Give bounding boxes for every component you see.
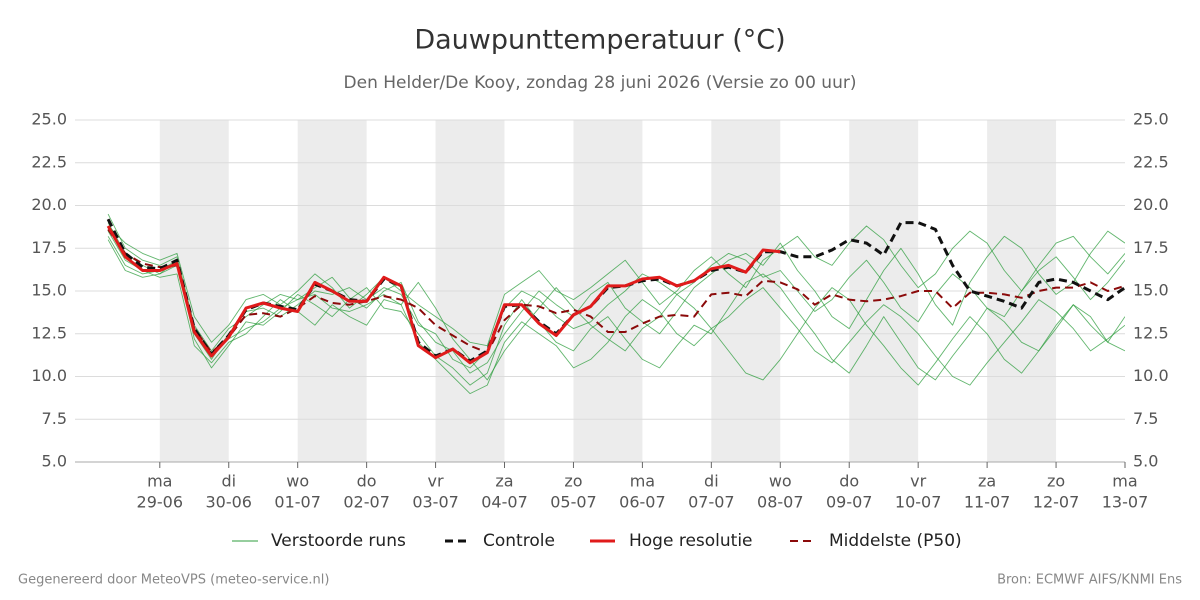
y-tick-label: 20.0 bbox=[31, 195, 67, 214]
x-tick-date: 03-07 bbox=[412, 493, 459, 512]
y2-tick-label: 25.0 bbox=[1133, 110, 1169, 129]
y2-tick-label: 20.0 bbox=[1133, 195, 1169, 214]
ensemble-line bbox=[107, 239, 1125, 395]
y2-tick-label: 22.5 bbox=[1133, 152, 1169, 171]
x-tick-weekday: za bbox=[495, 472, 513, 491]
x-tick-weekday: wo bbox=[769, 472, 792, 491]
x-tick-date: 12-07 bbox=[1033, 493, 1080, 512]
y-tick-label: 17.5 bbox=[31, 238, 67, 257]
x-tick-weekday: zo bbox=[1047, 472, 1065, 491]
series-line bbox=[106, 225, 781, 365]
y2-tick-label: 10.0 bbox=[1133, 366, 1169, 385]
footer-left: Gegenereerd door MeteoVPS (meteo-service… bbox=[18, 573, 329, 588]
x-tick-date: 01-07 bbox=[274, 493, 321, 512]
x-tick-date: 30-06 bbox=[205, 493, 252, 512]
y2-tick-label: 5.0 bbox=[1133, 452, 1158, 471]
x-tick-date: 08-07 bbox=[757, 493, 804, 512]
x-tick-date: 13-07 bbox=[1102, 493, 1149, 512]
x-tick-weekday: ma bbox=[630, 472, 655, 491]
x-tick-weekday: vr bbox=[910, 472, 926, 491]
x-tick-weekday: ma bbox=[1112, 472, 1137, 491]
series-line bbox=[107, 228, 1125, 354]
x-tick-weekday: za bbox=[978, 472, 996, 491]
y-tick-label: 22.5 bbox=[31, 152, 67, 171]
x-tick-date: 10-07 bbox=[895, 493, 942, 512]
x-tick-date: 11-07 bbox=[964, 493, 1011, 512]
ensemble-line bbox=[107, 236, 1125, 386]
y-tick-label: 25.0 bbox=[31, 110, 67, 129]
chart-title: Dauwpunttemperatuur (°C) bbox=[414, 25, 785, 56]
x-tick-weekday: do bbox=[839, 472, 859, 491]
y2-tick-label: 15.0 bbox=[1133, 281, 1169, 300]
x-tick-weekday: do bbox=[357, 472, 377, 491]
x-tick-date: 07-07 bbox=[688, 493, 735, 512]
x-tick-date: 29-06 bbox=[137, 493, 184, 512]
y-tick-label: 12.5 bbox=[31, 323, 67, 342]
y-tick-label: 15.0 bbox=[31, 281, 67, 300]
x-tick-weekday: vr bbox=[428, 472, 444, 491]
legend-label: Controle bbox=[483, 531, 555, 551]
x-tick-weekday: ma bbox=[147, 472, 172, 491]
y-tick-label: 5.0 bbox=[42, 452, 67, 471]
y2-tick-label: 12.5 bbox=[1133, 323, 1169, 342]
x-tick-date: 09-07 bbox=[826, 493, 873, 512]
y-tick-label: 10.0 bbox=[31, 366, 67, 385]
x-tick-weekday: zo bbox=[564, 472, 582, 491]
x-tick-date: 04-07 bbox=[481, 493, 528, 512]
legend-label: Verstoorde runs bbox=[271, 531, 406, 551]
y2-tick-label: 17.5 bbox=[1133, 238, 1169, 257]
chart-subtitle: Den Helder/De Kooy, zondag 28 juni 2026 … bbox=[344, 73, 857, 93]
x-tick-date: 06-07 bbox=[619, 493, 666, 512]
footer-right: Bron: ECMWF AIFS/KNMI Ens bbox=[997, 573, 1182, 588]
y-tick-label: 7.5 bbox=[42, 409, 67, 428]
legend-label: Middelste (P50) bbox=[829, 531, 962, 551]
y2-tick-label: 7.5 bbox=[1133, 409, 1158, 428]
x-tick-weekday: di bbox=[704, 472, 719, 491]
x-tick-weekday: wo bbox=[286, 472, 309, 491]
x-tick-date: 05-07 bbox=[550, 493, 597, 512]
ensemble-line bbox=[107, 230, 1125, 386]
x-tick-weekday: di bbox=[221, 472, 236, 491]
ensemble-line bbox=[107, 213, 1125, 374]
x-tick-date: 02-07 bbox=[343, 493, 390, 512]
legend-label: Hoge resolutie bbox=[629, 531, 753, 551]
